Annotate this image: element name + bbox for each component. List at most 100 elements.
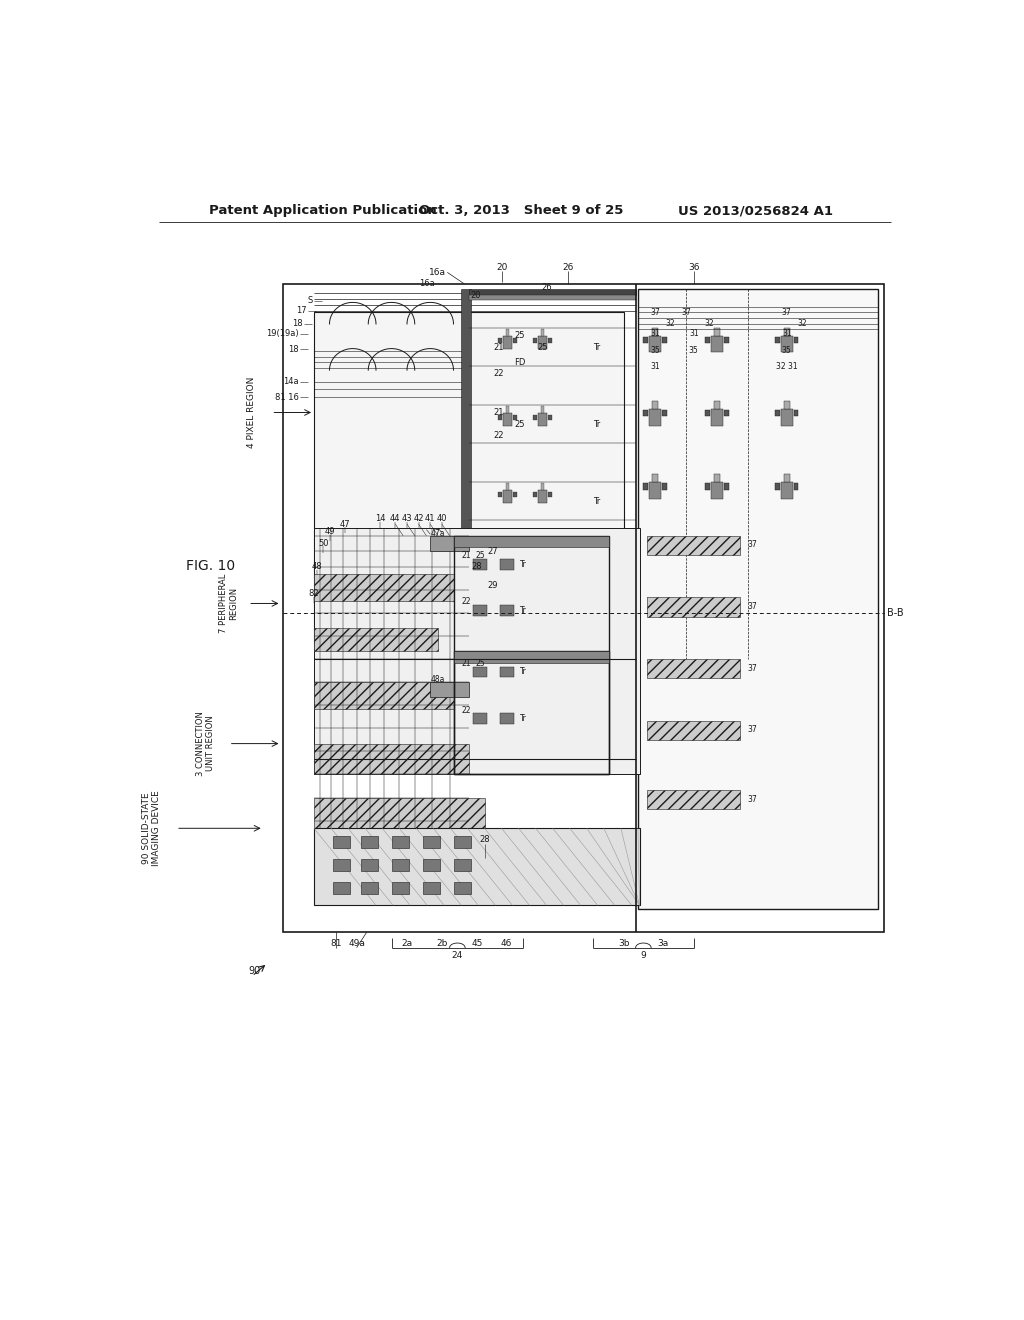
Bar [461,289,471,620]
Text: 47: 47 [340,520,350,528]
Text: 37: 37 [650,308,659,317]
Bar [534,338,538,343]
Text: 25: 25 [476,659,485,668]
Bar [662,411,667,416]
Bar [647,721,740,739]
Bar [548,492,552,498]
Bar [775,411,779,416]
Bar [454,651,608,663]
Text: 37: 37 [746,540,757,549]
Text: 35: 35 [689,346,698,355]
Bar [649,409,662,425]
Text: 50: 50 [318,539,329,548]
Text: 31: 31 [689,330,698,338]
Text: 36: 36 [688,263,699,272]
Text: 3 CONNECTION
UNIT REGION: 3 CONNECTION UNIT REGION [196,711,215,776]
Bar [500,605,514,615]
Bar [423,882,439,894]
Text: B-B: B-B [888,607,904,618]
Text: 2a: 2a [401,940,413,948]
Bar [360,859,378,871]
Bar [783,327,790,335]
Bar [548,338,552,343]
Text: Tr: Tr [593,496,600,506]
Text: 14a: 14a [283,378,299,387]
Text: 24: 24 [452,950,463,960]
Text: 20: 20 [470,290,480,300]
Bar [469,289,636,296]
Text: 32: 32 [798,319,807,329]
Text: Patent Application Publication: Patent Application Publication [209,205,437,218]
Text: 20: 20 [496,263,507,272]
Bar [360,836,378,847]
Text: 37: 37 [746,795,757,804]
Bar [506,330,509,335]
Text: 37: 37 [681,308,691,317]
Text: 37: 37 [746,725,757,734]
Text: 17: 17 [296,306,306,315]
Bar [662,337,667,343]
Bar [643,411,648,416]
Bar [513,492,517,498]
Bar [454,859,471,871]
Bar [499,338,503,343]
Text: 90: 90 [248,966,260,975]
Bar [714,474,720,482]
Text: 35: 35 [782,346,792,355]
Bar [538,490,547,503]
Bar [314,528,640,775]
Bar [469,296,636,300]
Text: 27: 27 [487,546,498,556]
Bar [541,407,544,412]
Text: 40: 40 [436,515,447,523]
Bar [473,667,486,677]
Bar [314,797,484,829]
Bar [775,337,779,343]
Bar [454,882,471,894]
Bar [430,682,469,697]
Bar [503,412,512,426]
Bar [649,482,662,499]
Bar [794,483,799,490]
Text: 3a: 3a [657,940,669,948]
Bar [794,411,799,416]
Bar [499,414,503,420]
Text: 28: 28 [471,562,482,572]
Bar [652,401,658,409]
Bar [360,882,378,894]
Bar [314,574,454,601]
Text: 22: 22 [494,370,504,379]
Text: 43: 43 [401,515,413,523]
Bar [500,667,514,677]
Bar [499,492,503,498]
Bar [724,483,729,490]
Text: 31: 31 [782,330,792,338]
Text: 21: 21 [462,659,471,668]
Text: 81: 81 [330,940,341,948]
Text: 19(19a): 19(19a) [266,330,299,338]
Bar [391,882,409,894]
Bar [780,482,793,499]
Bar [724,337,729,343]
Text: 47a: 47a [430,529,444,537]
Text: 28: 28 [479,836,489,845]
Bar [506,407,509,412]
Bar [643,483,648,490]
Text: 18: 18 [292,319,302,329]
Bar [503,490,512,503]
Bar [662,483,667,490]
Text: 31: 31 [650,330,659,338]
Bar [334,836,350,847]
Text: Tr: Tr [520,668,526,676]
Text: 44: 44 [390,515,400,523]
Text: 16a: 16a [419,280,435,288]
Bar [473,605,486,615]
Bar [638,289,879,909]
Text: 32: 32 [666,319,675,329]
Bar [711,409,723,425]
Text: 41: 41 [425,515,435,523]
Bar [541,330,544,335]
Bar [538,412,547,426]
Text: 25: 25 [514,420,524,429]
Bar [506,483,509,490]
